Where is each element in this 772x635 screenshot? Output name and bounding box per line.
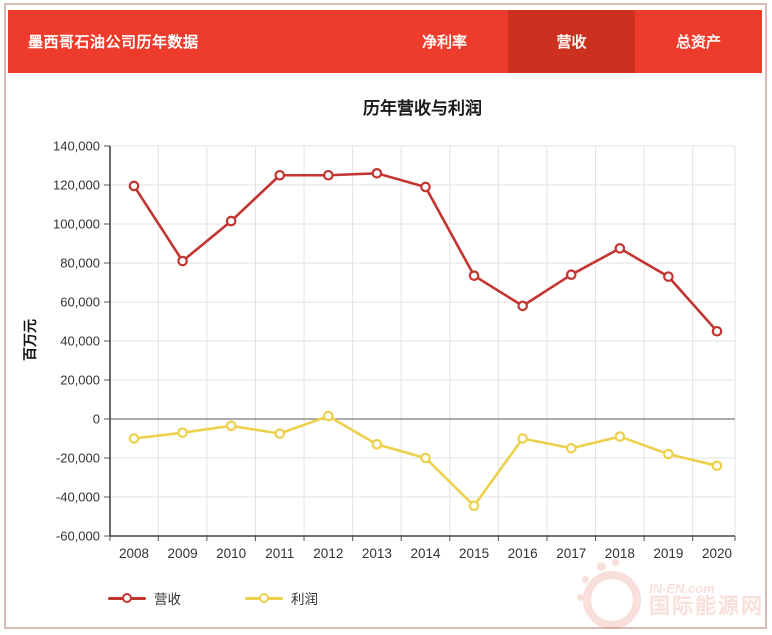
svg-text:140,000: 140,000 [53, 139, 100, 154]
legend-label-revenue: 营收 [154, 592, 181, 607]
svg-text:2010: 2010 [216, 546, 246, 561]
svg-text:2017: 2017 [556, 546, 586, 561]
svg-text:80,000: 80,000 [60, 256, 100, 271]
svg-text:-40,000: -40,000 [56, 490, 100, 505]
profit-point-icon [259, 593, 269, 603]
header: 墨西哥石油公司历年数据 净利率 营收 总资产 [8, 10, 762, 73]
svg-text:-20,000: -20,000 [56, 451, 100, 466]
watermark-text: IN-EN.com 国际能源网 [649, 582, 764, 618]
svg-text:2013: 2013 [362, 546, 392, 561]
legend-label-profit: 利润 [291, 592, 318, 607]
svg-text:60,000: 60,000 [60, 295, 100, 310]
svg-text:2020: 2020 [702, 546, 732, 561]
watermark-name: 国际能源网 [649, 594, 764, 618]
profit-line-marker [245, 593, 283, 603]
svg-text:2016: 2016 [508, 546, 538, 561]
svg-text:-60,000: -60,000 [56, 529, 100, 544]
svg-text:2008: 2008 [119, 546, 149, 561]
watermark-site: IN-EN.com [649, 581, 715, 597]
line-chart: -60,000 -40,000 -20,000 0 20,000 40,000 60,000… [53, 139, 736, 561]
page-title: 墨西哥石油公司历年数据 [28, 34, 199, 51]
svg-text:2018: 2018 [605, 546, 635, 561]
chart-title: 历年营收与利润 [363, 99, 482, 118]
svg-text:2015: 2015 [459, 546, 489, 561]
tab-total-assets[interactable]: 总资产 [675, 34, 721, 51]
svg-text:0: 0 [93, 412, 100, 427]
svg-text:2009: 2009 [168, 546, 198, 561]
svg-text:2014: 2014 [410, 546, 441, 561]
tab-net-margin[interactable]: 净利率 [421, 34, 467, 51]
revenue-line-marker [108, 593, 146, 603]
legend-item-profit[interactable]: 利润 [245, 588, 318, 608]
svg-text:100,000: 100,000 [53, 217, 100, 232]
svg-text:2019: 2019 [653, 546, 683, 561]
svg-text:2012: 2012 [313, 546, 343, 561]
tab-revenue[interactable]: 营收 [508, 10, 635, 73]
revenue-point-icon [122, 593, 132, 603]
svg-text:120,000: 120,000 [53, 178, 100, 193]
svg-text:20,000: 20,000 [60, 373, 100, 388]
tab-bar: 净利率 营收 总资产 [381, 10, 762, 73]
svg-text:40,000: 40,000 [60, 334, 100, 349]
legend-item-revenue[interactable]: 营收 [108, 588, 181, 608]
svg-text:2011: 2011 [265, 546, 294, 561]
chart-legend: 营收 利润 [108, 588, 318, 608]
